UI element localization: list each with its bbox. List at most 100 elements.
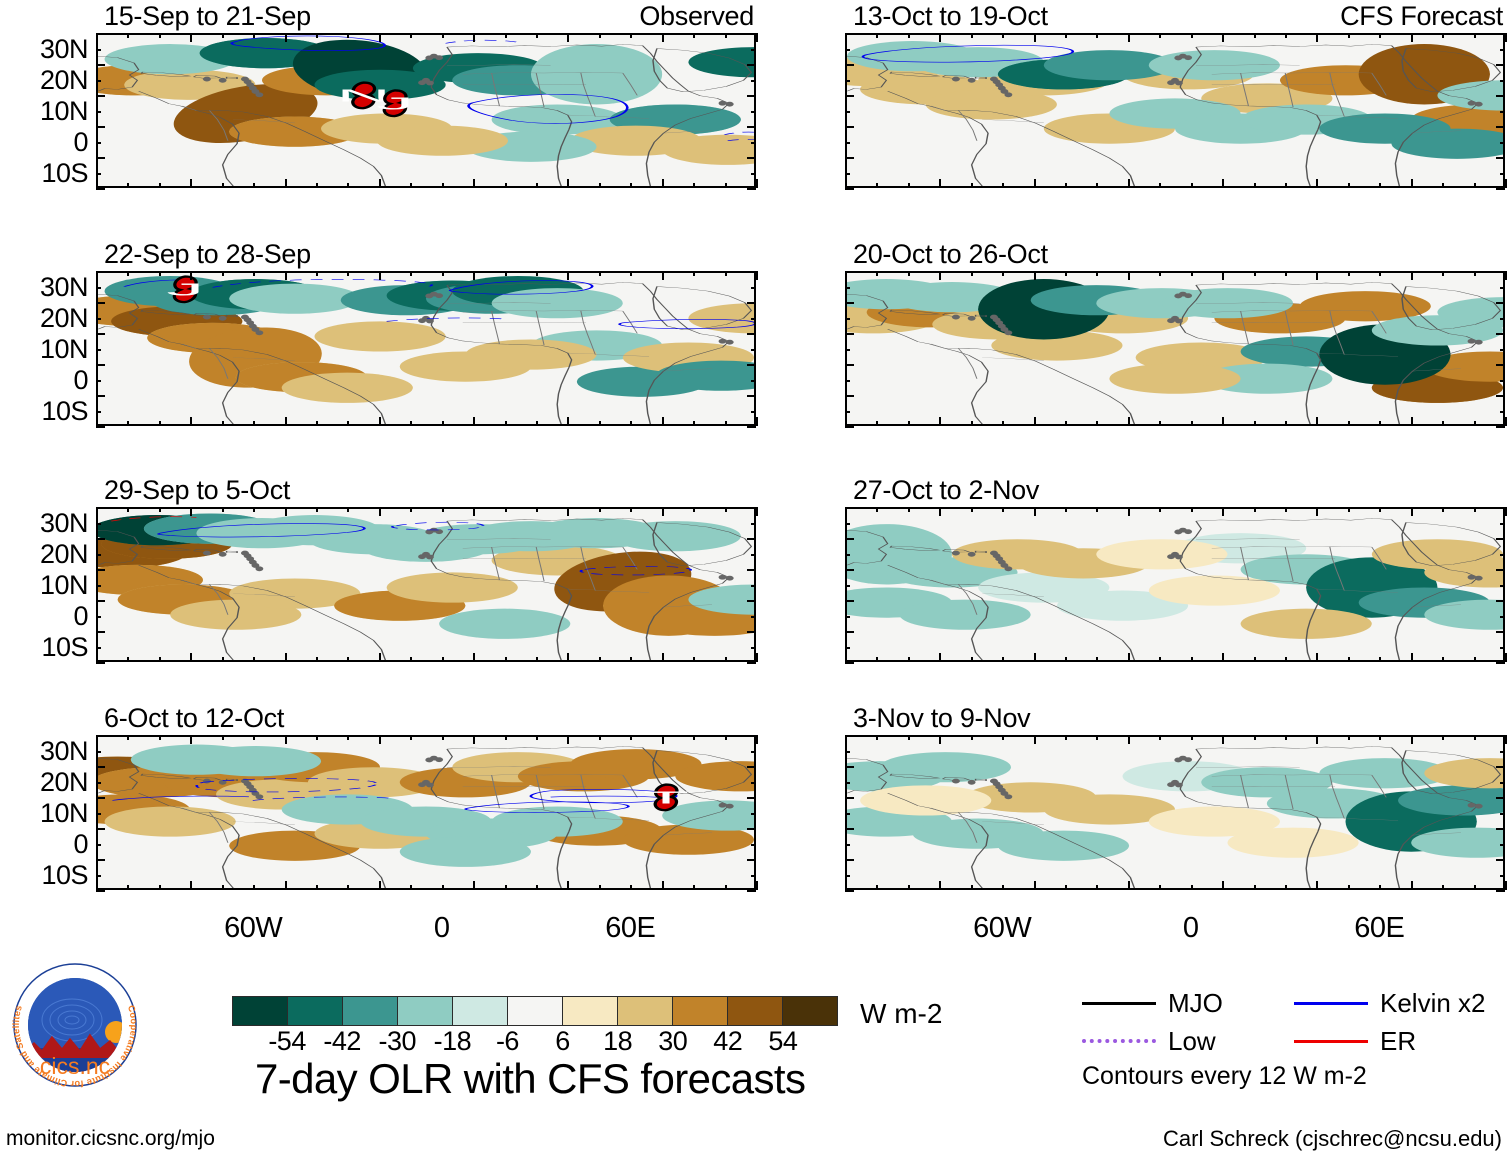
svg-text:J: J bbox=[166, 279, 204, 299]
y-axis-tick-obs-1-1: 20N bbox=[39, 64, 89, 95]
y-axis-tick-obs-3-3: 0 bbox=[73, 600, 88, 631]
map-field-fcs-4 bbox=[847, 737, 1503, 888]
map-panel-fcs-4[interactable] bbox=[845, 735, 1505, 890]
legend-label: Low bbox=[1168, 1026, 1216, 1056]
colorbar-tick-labels: -54 -42 -30 -18 -6 6 18 30 42 54 bbox=[232, 1028, 838, 1058]
colorbar-tick-3: -18 bbox=[433, 1026, 472, 1056]
y-axis-tick-obs-1-2: 10N bbox=[39, 95, 89, 126]
y-axis-tick-obs-1-0: 30N bbox=[39, 33, 89, 64]
x-axis-tick-obs-4-1: 0 bbox=[433, 912, 450, 944]
y-axis-tick-obs-1-3: 0 bbox=[73, 126, 88, 157]
map-field-obs-1: NJ bbox=[98, 35, 754, 186]
figure-main-title: 7-day OLR with CFS forecasts bbox=[255, 1055, 806, 1102]
panel-title-obs-2: 22-Sep to 28-Sep bbox=[104, 239, 311, 269]
panel-title-fcs-4: 3-Nov to 9-Nov bbox=[853, 703, 1031, 733]
x-axis-tick-fcs-4-0: 60W bbox=[973, 912, 1032, 944]
y-axis-tick-obs-3-0: 30N bbox=[39, 507, 89, 538]
legend-entry-mjo: MJO bbox=[1082, 990, 1223, 1016]
colorbar-swatch-1 bbox=[288, 997, 343, 1025]
y-axis-tick-obs-2-4: 10S bbox=[41, 395, 88, 426]
colorbar-swatch-7 bbox=[618, 997, 673, 1025]
colorbar-swatch-6 bbox=[563, 997, 618, 1025]
map-panel-obs-2[interactable]: J bbox=[96, 271, 756, 426]
panel-title-fcs-2: 20-Oct to 26-Oct bbox=[853, 239, 1048, 269]
x-axis-tick-obs-4-0: 60W bbox=[224, 912, 283, 944]
monitor-url-footer[interactable]: monitor.cicsnc.org/mjo bbox=[6, 1127, 215, 1150]
map-field-fcs-2 bbox=[847, 273, 1503, 424]
x-axis-tick-fcs-4-1: 0 bbox=[1182, 912, 1199, 944]
y-axis-tick-obs-4-2: 10N bbox=[39, 797, 89, 828]
colorbar-swatch-2 bbox=[343, 997, 398, 1025]
y-axis-tick-obs-2-0: 30N bbox=[39, 271, 89, 302]
colorbar-swatch-9 bbox=[728, 997, 783, 1025]
y-axis-tick-obs-2-2: 10N bbox=[39, 333, 89, 364]
y-axis-tick-obs-4-1: 20N bbox=[39, 766, 89, 797]
panel-title-obs-3: 29-Sep to 5-Oct bbox=[104, 475, 291, 505]
svg-text:cics.nc: cics.nc bbox=[40, 1053, 110, 1079]
x-axis-tick-fcs-4-2: 60E bbox=[1354, 912, 1405, 944]
svg-text:T: T bbox=[643, 788, 689, 808]
svg-text:N: N bbox=[336, 86, 390, 106]
legend-swatch-line bbox=[1294, 1039, 1368, 1043]
colorbar-swatch-0 bbox=[233, 997, 288, 1025]
colorbar-units-label: W m-2 bbox=[860, 998, 943, 1029]
map-field-obs-4: T bbox=[98, 737, 754, 888]
map-panel-fcs-3[interactable] bbox=[845, 507, 1505, 662]
y-axis-tick-obs-3-1: 20N bbox=[39, 538, 89, 569]
svg-text:J: J bbox=[376, 93, 414, 113]
y-axis-tick-obs-3-4: 10S bbox=[41, 631, 88, 662]
panel-corner-label-fcs-1: CFS Forecast bbox=[1340, 1, 1503, 31]
panel-corner-label-obs-1: Observed bbox=[639, 1, 754, 31]
panel-title-obs-1: 15-Sep to 21-Sep bbox=[104, 1, 311, 31]
colorbar-swatch-4 bbox=[453, 997, 508, 1025]
colorbar-tick-5: 6 bbox=[555, 1026, 570, 1056]
map-panel-fcs-2[interactable] bbox=[845, 271, 1505, 426]
map-field-fcs-3 bbox=[847, 509, 1503, 660]
colorbar-tick-8: 42 bbox=[713, 1026, 743, 1056]
map-field-obs-3 bbox=[98, 509, 754, 660]
contour-interval-note: Contours every 12 W m-2 bbox=[1082, 1062, 1367, 1090]
map-panel-fcs-1[interactable] bbox=[845, 33, 1505, 188]
cics-nc-logo: Cooperative Institute for Climate and Sa… bbox=[12, 962, 138, 1088]
legend-entry-kelvin-x2: Kelvin x2 bbox=[1294, 990, 1486, 1016]
colorbar-tick-9: 54 bbox=[768, 1026, 798, 1056]
wave-type-legend: MJO Kelvin x2 Low ER bbox=[1082, 990, 1502, 1060]
map-panel-obs-4[interactable]: T bbox=[96, 735, 756, 890]
panel-title-fcs-3: 27-Oct to 2-Nov bbox=[853, 475, 1040, 505]
author-contact-footer[interactable]: Carl Schreck (cjschrec@ncsu.edu) bbox=[1163, 1126, 1502, 1151]
legend-swatch-line bbox=[1082, 1039, 1156, 1043]
y-axis-tick-obs-4-3: 0 bbox=[73, 828, 88, 859]
colorbar-tick-4: -6 bbox=[495, 1026, 520, 1056]
legend-label: Kelvin x2 bbox=[1380, 988, 1486, 1018]
colorbar-swatch-10 bbox=[783, 997, 837, 1025]
y-axis-tick-obs-1-4: 10S bbox=[41, 157, 88, 188]
panel-title-obs-4: 6-Oct to 12-Oct bbox=[104, 703, 285, 733]
colorbar-tick-7: 30 bbox=[658, 1026, 688, 1056]
legend-entry-low: Low bbox=[1082, 1028, 1216, 1054]
olr-colorbar bbox=[232, 996, 838, 1026]
colorbar-tick-1: -42 bbox=[323, 1026, 361, 1056]
panel-title-fcs-1: 13-Oct to 19-Oct bbox=[853, 1, 1048, 31]
y-axis-tick-obs-3-2: 10N bbox=[39, 569, 89, 600]
legend-swatch-line bbox=[1082, 1001, 1156, 1005]
colorbar-swatch-3 bbox=[398, 997, 453, 1025]
y-axis-tick-obs-2-3: 0 bbox=[73, 364, 88, 395]
map-field-obs-2: J bbox=[98, 273, 754, 424]
legend-label: ER bbox=[1380, 1026, 1417, 1056]
legend-swatch-line bbox=[1294, 1001, 1368, 1005]
colorbar-tick-6: 18 bbox=[603, 1026, 633, 1056]
colorbar-tick-0: -54 bbox=[268, 1026, 306, 1056]
map-panel-obs-3[interactable] bbox=[96, 507, 756, 662]
legend-label: MJO bbox=[1168, 988, 1223, 1018]
colorbar-swatch-5 bbox=[508, 997, 563, 1025]
y-axis-tick-obs-4-4: 10S bbox=[41, 859, 88, 890]
x-axis-tick-obs-4-2: 60E bbox=[605, 912, 656, 944]
colorbar-tick-2: -30 bbox=[378, 1026, 417, 1056]
map-field-fcs-1 bbox=[847, 35, 1503, 186]
map-panel-obs-1[interactable]: NJ bbox=[96, 33, 756, 188]
y-axis-tick-obs-4-0: 30N bbox=[39, 735, 89, 766]
y-axis-tick-obs-2-1: 20N bbox=[39, 302, 89, 333]
colorbar-swatch-8 bbox=[673, 997, 728, 1025]
legend-entry-er: ER bbox=[1294, 1028, 1416, 1054]
